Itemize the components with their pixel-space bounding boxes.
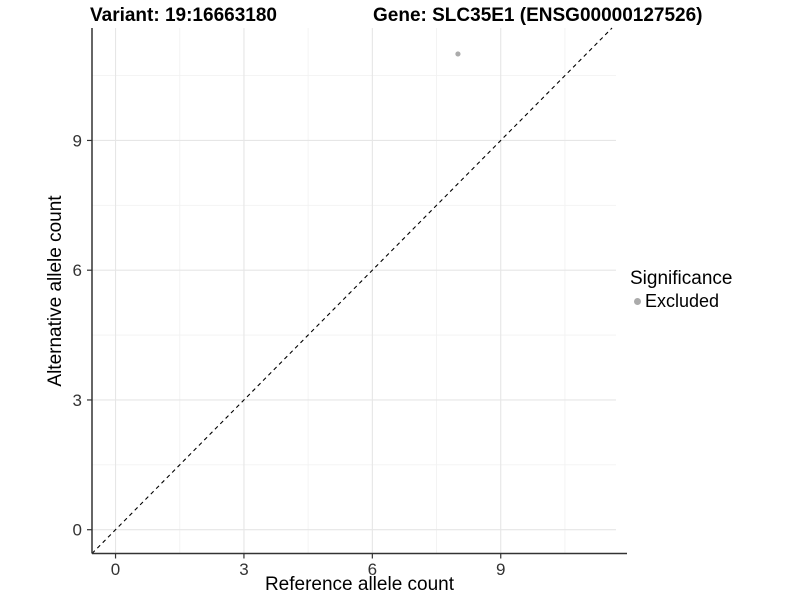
plot-title-variant: Variant: 19:16663180 xyxy=(90,5,277,26)
x-axis-tick-label: 6 xyxy=(368,560,377,579)
y-axis-tick-label: 0 xyxy=(73,521,82,540)
legend-title: Significance xyxy=(630,268,733,289)
y-axis-tick-label: 3 xyxy=(73,391,82,410)
y-axis-tick-label: 9 xyxy=(73,131,82,150)
y-axis-title: Alternative allele count xyxy=(45,195,66,387)
plot-title-gene: Gene: SLC35E1 (ENSG00000127526) xyxy=(373,5,703,26)
y-axis-tick-label: 6 xyxy=(73,261,82,280)
x-axis-tick-label: 0 xyxy=(111,560,120,579)
legend-key-dot-icon xyxy=(634,298,641,305)
x-axis-tick-label: 9 xyxy=(496,560,505,579)
legend-item-label: Excluded xyxy=(645,291,720,311)
legend-item-excluded: Excluded xyxy=(630,291,732,312)
identity-line xyxy=(91,27,613,554)
x-axis-title: Reference allele count xyxy=(264,574,455,595)
x-axis-tick-label: 3 xyxy=(239,560,248,579)
data-point-excluded xyxy=(455,51,461,57)
legend: Significance Excluded xyxy=(630,268,732,312)
